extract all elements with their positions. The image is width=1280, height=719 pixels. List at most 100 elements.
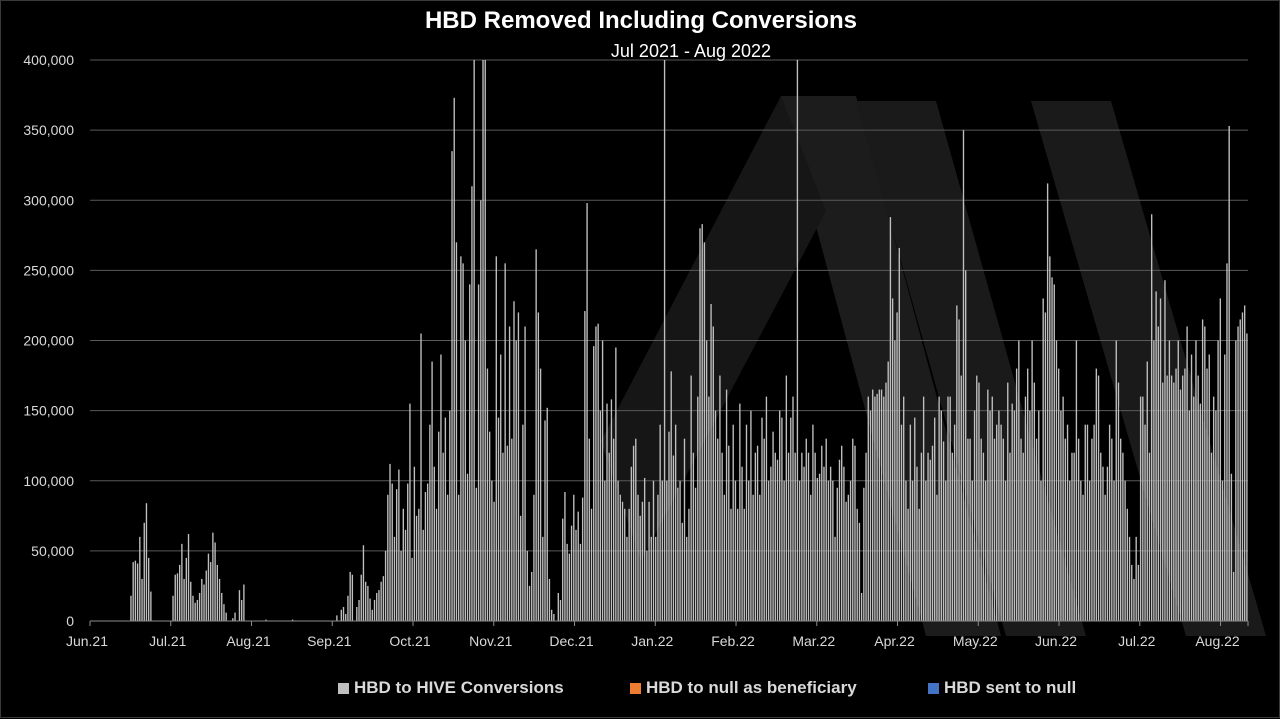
bar xyxy=(610,399,613,621)
bar xyxy=(469,284,471,621)
y-tick-label: 0 xyxy=(66,613,74,629)
bar xyxy=(1089,480,1091,621)
bar xyxy=(838,459,841,621)
bar xyxy=(1217,340,1219,621)
bar xyxy=(1046,183,1049,622)
bar xyxy=(827,480,830,621)
bar xyxy=(517,312,520,621)
bar xyxy=(1091,438,1093,621)
bar xyxy=(1022,452,1024,621)
bar xyxy=(559,599,562,621)
bar xyxy=(433,466,435,621)
bar xyxy=(925,480,927,621)
bar xyxy=(818,473,821,621)
bar xyxy=(418,508,420,621)
bar xyxy=(1144,424,1146,621)
bar xyxy=(205,570,207,621)
bar xyxy=(1104,494,1106,621)
bar xyxy=(1064,438,1067,621)
bar xyxy=(533,494,535,621)
bar xyxy=(524,326,526,621)
bar xyxy=(776,459,779,621)
bar xyxy=(1062,396,1064,621)
bar xyxy=(190,581,192,621)
bar xyxy=(1235,340,1237,621)
bar xyxy=(291,619,294,621)
bar xyxy=(856,508,858,621)
bar xyxy=(537,312,540,621)
bar xyxy=(243,584,245,621)
bar xyxy=(876,393,878,621)
bar xyxy=(599,410,602,622)
bar xyxy=(973,410,976,622)
bar xyxy=(449,410,451,622)
bar xyxy=(1009,452,1011,621)
bar xyxy=(1073,452,1075,621)
bar xyxy=(395,489,398,621)
bar xyxy=(624,508,626,621)
bar xyxy=(743,508,745,621)
bar xyxy=(442,452,444,621)
bar xyxy=(1126,508,1129,621)
bar xyxy=(604,480,606,621)
bar xyxy=(909,424,912,621)
bar xyxy=(404,529,407,621)
bar xyxy=(894,340,896,621)
bar xyxy=(918,508,920,621)
bar xyxy=(929,459,931,621)
bar xyxy=(1159,298,1162,621)
bar xyxy=(752,494,754,621)
bar xyxy=(615,347,617,621)
bar xyxy=(557,592,559,621)
bar xyxy=(1100,452,1102,621)
bar xyxy=(1058,368,1060,621)
bar xyxy=(697,396,699,621)
bar xyxy=(477,284,480,621)
bar xyxy=(781,417,783,621)
bar xyxy=(1040,480,1042,621)
bar xyxy=(482,60,484,621)
bar xyxy=(438,431,440,621)
bar xyxy=(1024,396,1027,621)
x-tick-label: Oct.21 xyxy=(389,633,430,649)
bar xyxy=(931,445,934,621)
bar xyxy=(734,480,737,621)
bar xyxy=(993,438,996,621)
bar xyxy=(1151,214,1153,621)
bar xyxy=(641,501,644,621)
bar xyxy=(595,326,597,621)
bar xyxy=(360,574,362,621)
bar xyxy=(1117,382,1120,621)
bar xyxy=(444,417,447,621)
bar xyxy=(1179,389,1182,621)
bar xyxy=(1230,473,1233,621)
bar xyxy=(508,326,511,621)
bar xyxy=(617,480,619,621)
bar xyxy=(692,452,695,621)
bar xyxy=(719,375,721,621)
bar xyxy=(741,466,743,621)
bar xyxy=(1206,368,1208,621)
bar xyxy=(690,375,692,621)
bar xyxy=(535,249,537,621)
bar xyxy=(803,466,805,621)
bar xyxy=(1069,480,1071,621)
bar xyxy=(455,242,458,621)
bar xyxy=(825,438,827,621)
bar xyxy=(1077,438,1080,621)
bar xyxy=(750,410,752,622)
bar xyxy=(265,619,267,621)
bar xyxy=(885,382,887,621)
bar xyxy=(677,487,679,621)
bar xyxy=(373,599,376,621)
bar xyxy=(522,424,524,621)
bar xyxy=(484,60,486,621)
bar xyxy=(805,438,807,621)
bar xyxy=(712,326,714,621)
bar xyxy=(1173,382,1175,621)
bar xyxy=(345,613,347,621)
bar xyxy=(342,606,345,621)
bar xyxy=(652,480,655,621)
legend-label-beneficiary: HBD to null as beneficiary xyxy=(646,678,857,697)
bar xyxy=(732,424,734,621)
